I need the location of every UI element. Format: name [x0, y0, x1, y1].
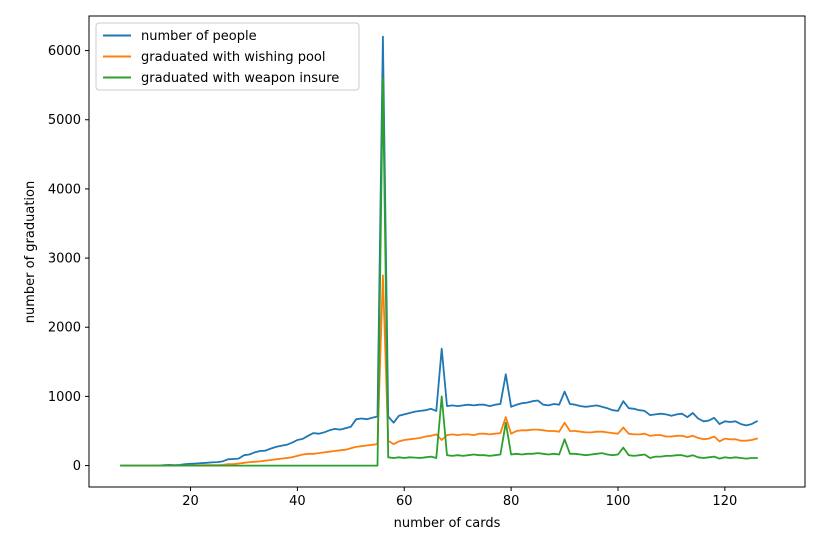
legend-frame [95, 22, 360, 91]
y-tick-label: 4000 [48, 182, 81, 197]
x-tick-label: 40 [289, 494, 306, 509]
x-tick-label: 120 [712, 494, 737, 509]
y-tick-label: 2000 [48, 321, 81, 336]
y-tick-label: 0 [73, 459, 81, 474]
y-tick-label: 1000 [48, 390, 81, 405]
series-line-number-of-people [120, 35, 759, 467]
legend-label-number-of-people: number of people [141, 29, 257, 44]
x-tick-label: 60 [396, 494, 413, 509]
y-tick-label: 3000 [48, 252, 81, 267]
legend: number of people graduated with wishing … [95, 22, 360, 91]
plot-frame [88, 15, 806, 488]
y-axis-label: number of graduation [23, 181, 38, 323]
x-axis-ticks: 20 40 60 80 100 120 [182, 487, 737, 509]
y-tick-label: 6000 [48, 44, 81, 59]
y-tick-label: 5000 [48, 113, 81, 128]
plot-area [88, 15, 806, 488]
x-axis-label: number of cards [394, 516, 501, 531]
y-axis-ticks: 0 1000 2000 3000 4000 5000 6000 [48, 44, 89, 474]
legend-label-weapon-insure: graduated with weapon insure [141, 71, 339, 86]
x-tick-label: 20 [182, 494, 199, 509]
x-tick-label: 80 [503, 494, 520, 509]
series-layer [120, 35, 759, 467]
x-tick-label: 100 [606, 494, 631, 509]
legend-label-wishing-pool: graduated with wishing pool [141, 50, 325, 65]
series-line-weapon-insure [120, 77, 758, 467]
